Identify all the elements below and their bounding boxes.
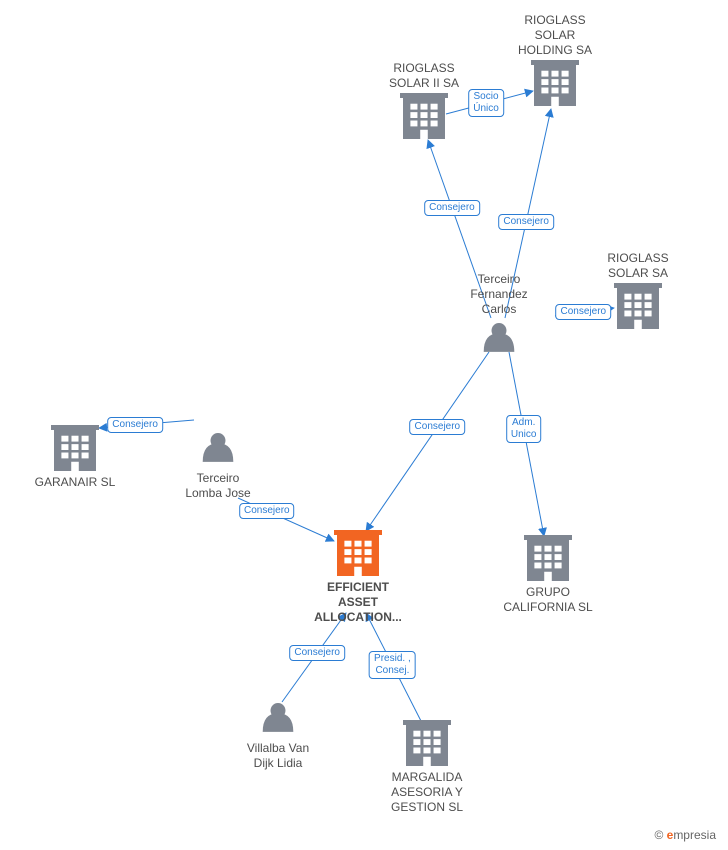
building-icon[interactable] <box>403 720 451 766</box>
edge-label: Consejero <box>556 304 612 320</box>
building-icon[interactable] <box>531 60 579 106</box>
edge <box>509 352 544 536</box>
brand-rest: mpresia <box>673 828 716 842</box>
person-icon[interactable] <box>484 323 515 352</box>
node-label: RIOGLASS SOLAR SA <box>607 251 668 281</box>
edge-label: Consejero <box>424 200 480 216</box>
edge-label: Adm. Unico <box>506 415 542 443</box>
edge-label: Consejero <box>239 503 295 519</box>
edge <box>366 352 489 531</box>
person-icon[interactable] <box>203 433 234 462</box>
node-label: EFFICIENT ASSET ALLOCATION... <box>314 580 402 625</box>
copyright-footer: © empresia <box>654 828 716 842</box>
building-icon[interactable] <box>524 535 572 581</box>
building-icon[interactable] <box>334 530 382 576</box>
building-icon[interactable] <box>614 283 662 329</box>
node-label: RIOGLASS SOLAR II SA <box>389 61 459 91</box>
copyright-symbol: © <box>654 828 663 842</box>
edge-label: Consejero <box>498 214 554 230</box>
edge-label: Presid. , Consej. <box>369 651 416 679</box>
edge-label: Consejero <box>107 417 163 433</box>
node-label: Terceiro Fernandez Carlos <box>470 272 527 317</box>
node-label: RIOGLASS SOLAR HOLDING SA <box>518 13 592 58</box>
person-icon[interactable] <box>263 703 294 732</box>
building-icon[interactable] <box>400 93 448 139</box>
node-label: GARANAIR SL <box>35 475 116 490</box>
node-label: GRUPO CALIFORNIA SL <box>503 585 592 615</box>
edge-label: Socio Único <box>468 89 504 117</box>
building-icon[interactable] <box>51 425 99 471</box>
edge-label: Consejero <box>289 645 345 661</box>
node-label: MARGALIDA ASESORIA Y GESTION SL <box>391 770 463 815</box>
edge-label: Consejero <box>410 419 466 435</box>
node-label: Villalba Van Dijk Lidia <box>247 741 309 771</box>
node-label: Terceiro Lomba Jose <box>185 471 250 501</box>
